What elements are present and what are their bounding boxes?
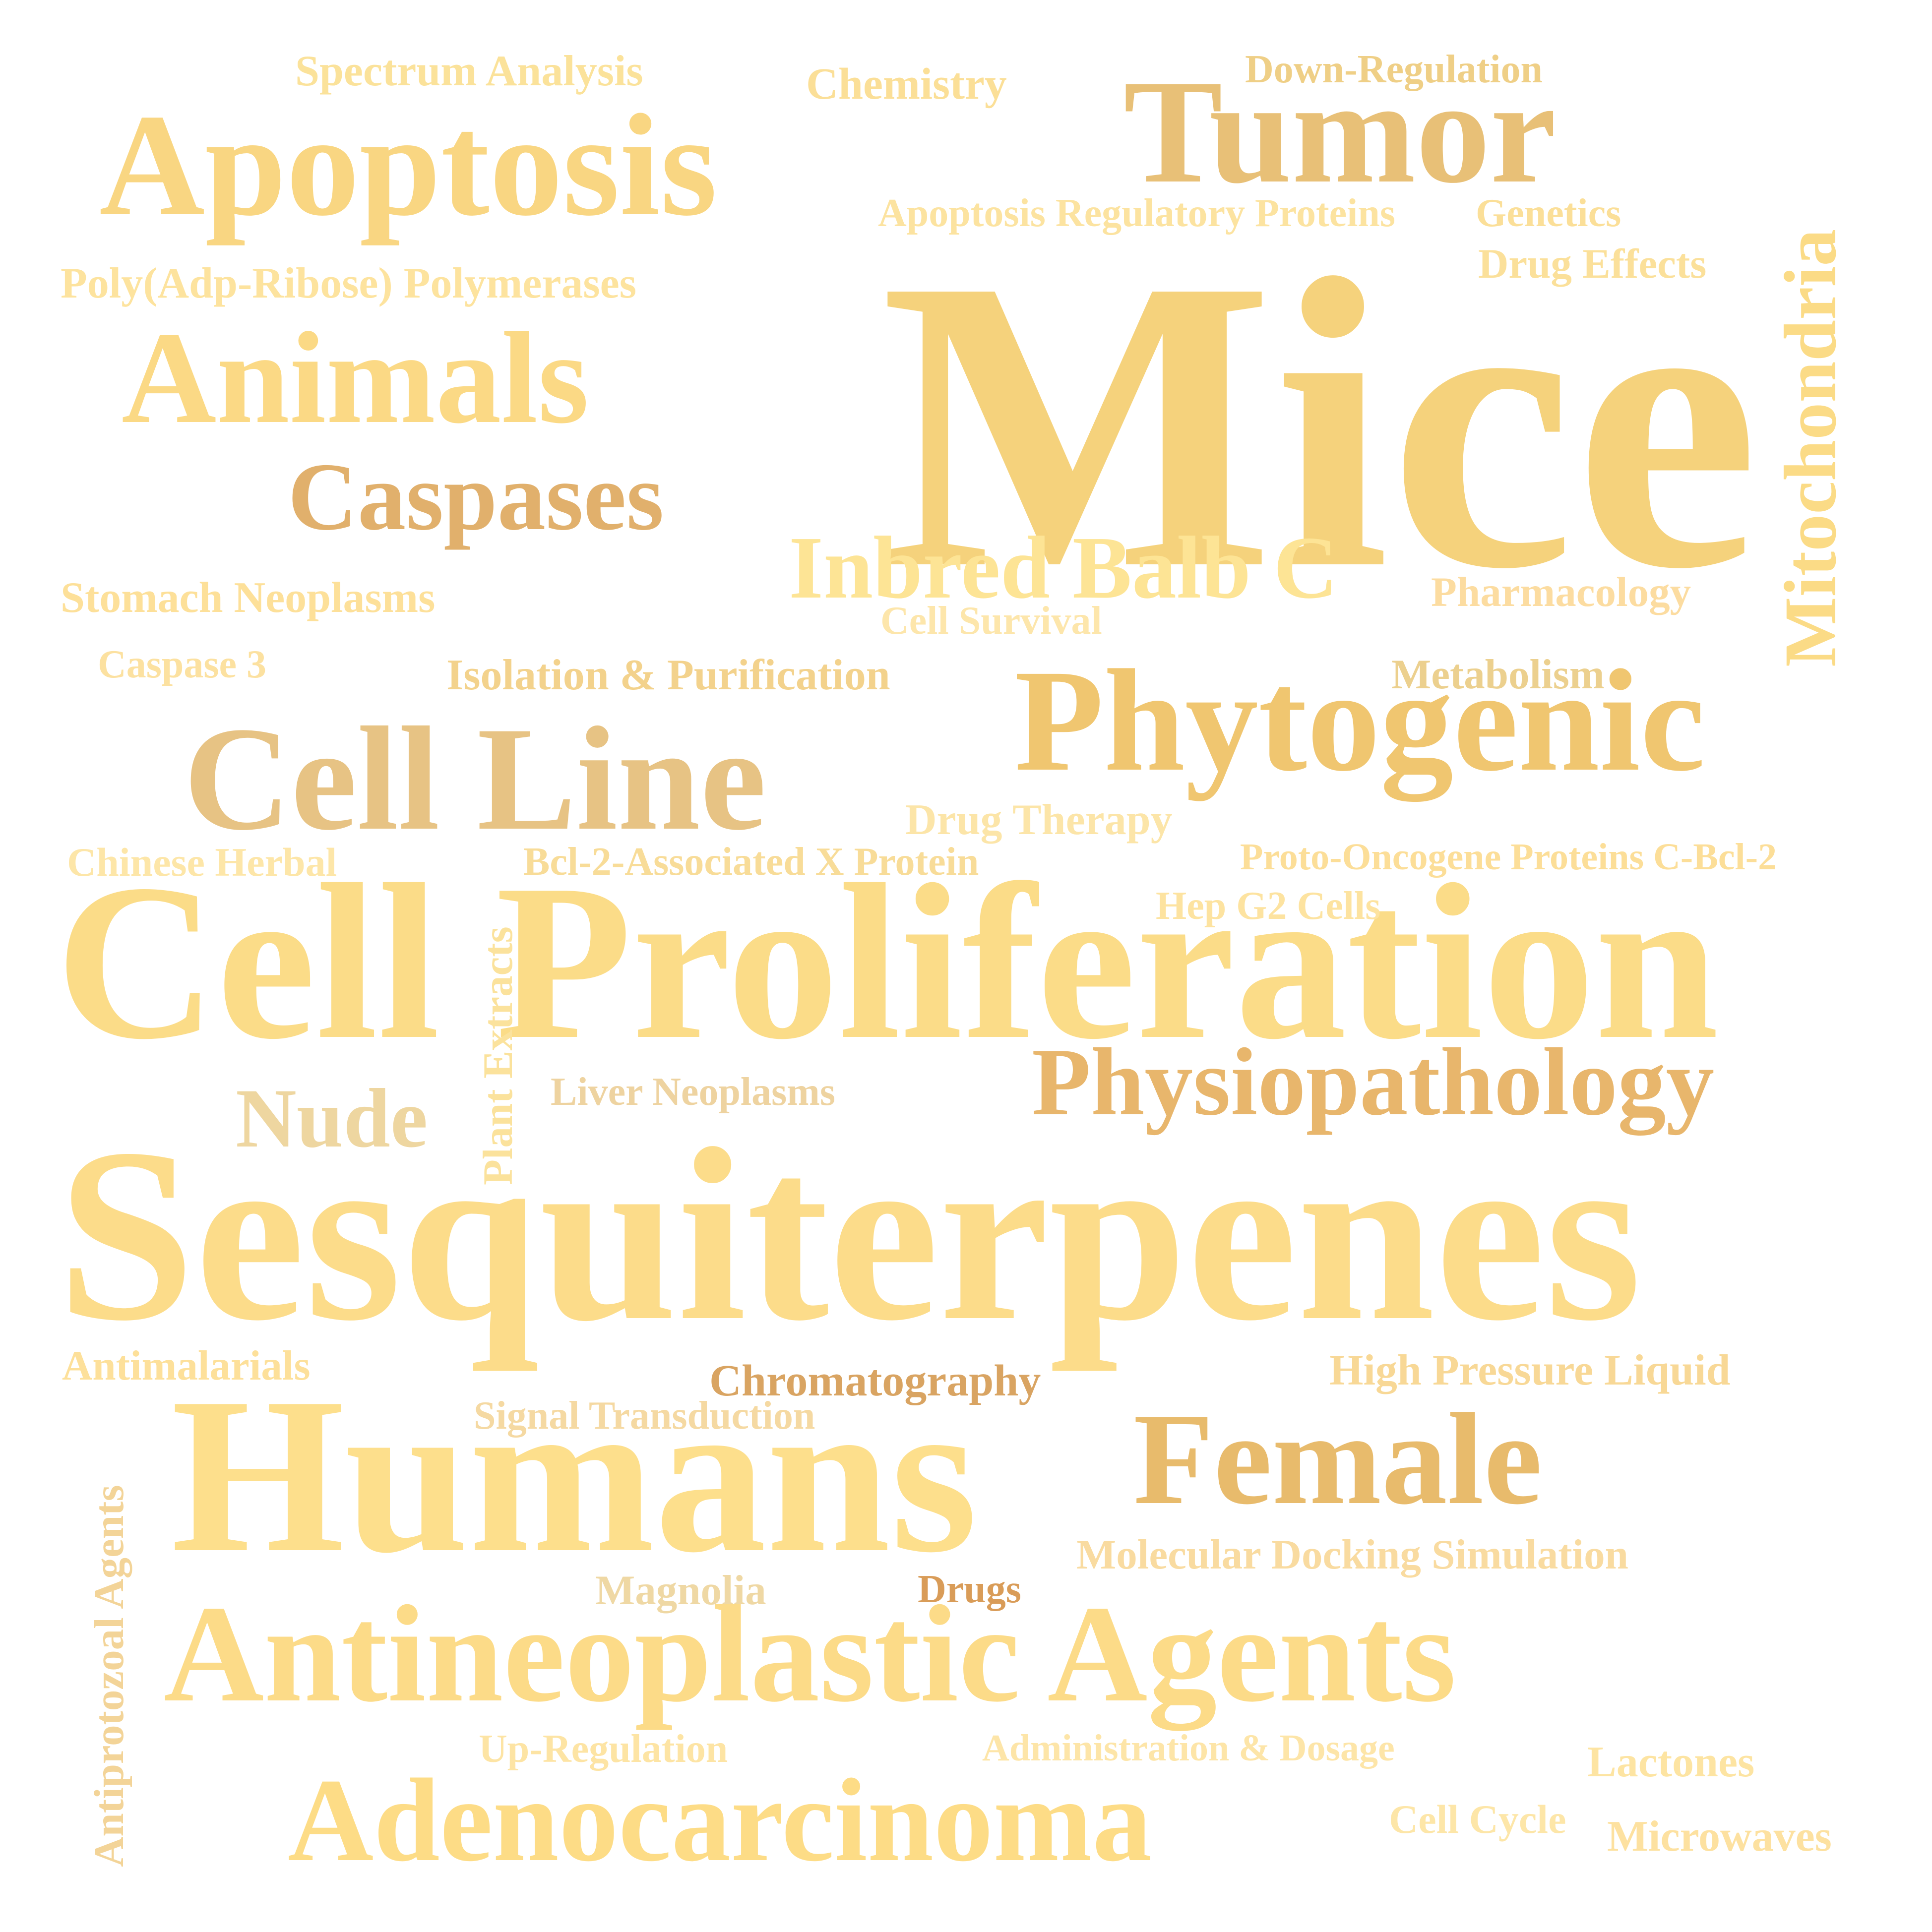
word-isolation-purification: Isolation & Purification (446, 651, 890, 699)
word-apoptosis-regulatory-proteins: Apoptosis Regulatory Proteins (878, 191, 1395, 235)
word-tumor: Tumor (1123, 49, 1557, 214)
word-metabolism: Metabolism (1391, 651, 1605, 698)
word-pharmacology: Pharmacology (1431, 569, 1691, 615)
word-up-regulation: Up-Regulation (479, 1727, 728, 1771)
word-caspase-3: Caspase 3 (98, 643, 267, 686)
word-adenocarcinoma: Adenocarcinoma (288, 1754, 1152, 1886)
word-physiopathology: Physiopathology (1032, 1028, 1715, 1136)
word-lactones: Lactones (1587, 1738, 1755, 1786)
word-bcl-2-associated-x-protein: Bcl-2-Associated X Protein (523, 840, 979, 884)
word-antiprotozoal-agents: Antiprotozoal Agents (86, 1485, 132, 1867)
word-chemistry: Chemistry (806, 60, 1007, 109)
word-plant-extracts: Plant Extracts (475, 926, 521, 1185)
word-molecular-docking-simulation: Molecular Docking Simulation (1076, 1531, 1628, 1578)
word-spectrum-analysis: Spectrum Analysis (295, 47, 643, 95)
word-poly-adp-ribose-polymerases: Poly(Adp-Ribose) Polymerases (61, 259, 636, 307)
word-chinese-herbal: Chinese Herbal (67, 840, 337, 885)
word-caspases: Caspases (288, 443, 664, 550)
word-drug-effects: Drug Effects (1478, 241, 1707, 287)
word-cell-proliferation: Cell Proliferation (56, 839, 1719, 1086)
word-cell-cycle: Cell Cycle (1389, 1797, 1566, 1842)
word-hep-g2-cells: Hep G2 Cells (1156, 884, 1381, 928)
word-nude: Nude (236, 1072, 428, 1165)
word-mitochondria: Mitochondria (1769, 229, 1852, 667)
word-cell-line: Cell Line (184, 696, 766, 861)
word-genetics: Genetics (1476, 191, 1621, 235)
word-cell-survival: Cell Survival (880, 599, 1102, 643)
word-down-regulation: Down-Regulation (1245, 48, 1543, 91)
word-proto-oncogene-proteins-c-bcl-2: Proto-Oncogene Proteins C-Bcl-2 (1240, 836, 1777, 878)
word-chromatography: Chromatography (709, 1356, 1041, 1405)
word-sesquiterpenes: Sesquiterpenes (57, 1097, 1642, 1372)
word-administration-dosage: Administration & Dosage (982, 1727, 1395, 1769)
word-liver-neoplasms: Liver Neoplasms (551, 1070, 836, 1114)
word-high-pressure-liquid: High Pressure Liquid (1329, 1346, 1731, 1394)
word-stomach-neoplasms: Stomach Neoplasms (61, 574, 436, 622)
word-inbred-balb-c: Inbred Balb C (789, 518, 1338, 617)
word-apoptosis: Apoptosis (99, 84, 717, 246)
word-antimalarials: Antimalarials (62, 1342, 311, 1389)
word-female: Female (1133, 1387, 1542, 1532)
word-signal-transduction: Signal Transduction (474, 1394, 815, 1438)
word-antineoplastic-agents: Antineoplastic Agents (164, 1576, 1456, 1731)
word-drugs: Drugs (918, 1568, 1021, 1611)
word-drug-therapy: Drug Therapy (905, 796, 1173, 844)
word-phytogenic: Phytogenic (1014, 639, 1705, 801)
word-animals: Animals (122, 305, 589, 451)
word-microwaves: Microwaves (1607, 1812, 1832, 1861)
word-magnolia: Magnolia (595, 1567, 766, 1614)
word-mice: Mice (880, 193, 1759, 655)
word-humans: Humans (171, 1352, 978, 1599)
